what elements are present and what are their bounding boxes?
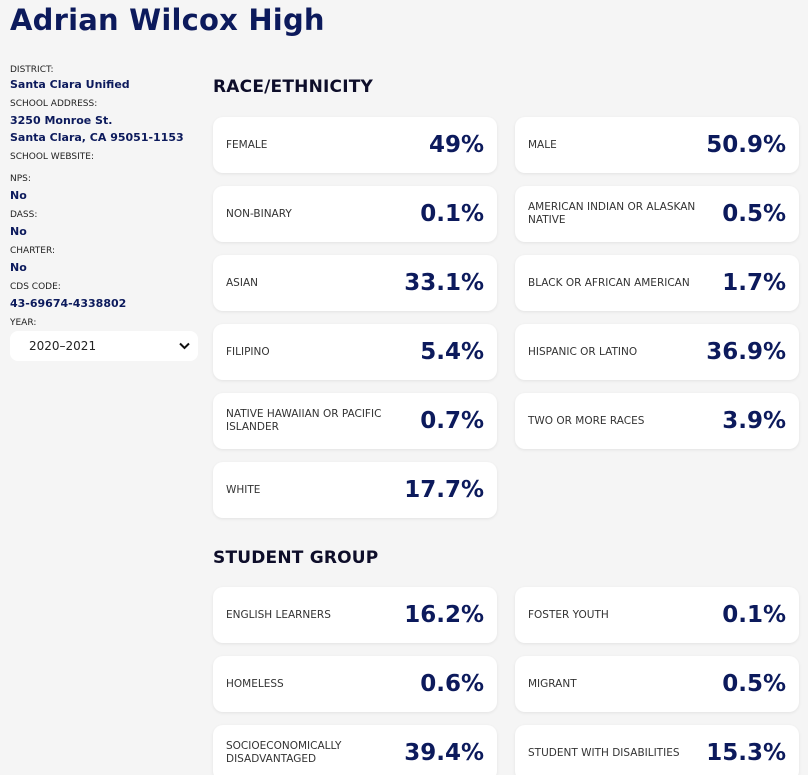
stat-card: MIGRANT 0.5% [515,656,799,712]
address-label: SCHOOL ADDRESS: [10,99,98,109]
stat-value: 0.5% [722,201,786,227]
page-title: Adrian Wilcox High [10,3,325,37]
stat-label: FEMALE [226,138,268,151]
school-info-sidebar: DISTRICT: Santa Clara Unified SCHOOL ADD… [10,64,198,361]
stat-card: HOMELESS 0.6% [213,656,497,712]
stat-value: 3.9% [722,408,786,434]
district-label: DISTRICT: [10,65,54,75]
stat-value: 1.7% [722,270,786,296]
nps-value: No [10,189,27,202]
address-line2: Santa Clara, CA 95051-1153 [10,131,184,144]
chevron-down-icon [179,339,190,353]
stat-card: ENGLISH LEARNERS 16.2% [213,587,497,643]
stat-label: WHITE [226,483,261,496]
student-group-heading: STUDENT GROUP [213,548,379,568]
stat-card: FILIPINO 5.4% [213,324,497,380]
stat-value: 17.7% [404,477,484,503]
stat-label: ASIAN [226,276,258,289]
stat-value: 0.6% [420,671,484,697]
stat-label: ENGLISH LEARNERS [226,608,331,621]
stat-card: FOSTER YOUTH 0.1% [515,587,799,643]
website-label: SCHOOL WEBSITE: [10,152,94,162]
stat-value: 36.9% [706,339,786,365]
stat-card: STUDENT WITH DISABILITIES 15.3% [515,725,799,775]
stat-value: 16.2% [404,602,484,628]
stat-value: 50.9% [706,132,786,158]
stat-card: AMERICAN INDIAN OR ALASKAN NATIVE 0.5% [515,186,799,242]
stat-label: NON-BINARY [226,207,292,220]
stat-label: MIGRANT [528,677,577,690]
nps-label: NPS: [10,174,31,184]
stat-value: 39.4% [404,740,484,766]
stat-label: AMERICAN INDIAN OR ALASKAN NATIVE [528,201,696,226]
cds-code-value: 43-69674-4338802 [10,297,127,310]
stat-card: NON-BINARY 0.1% [213,186,497,242]
stat-label: HOMELESS [226,677,284,690]
stat-card: MALE 50.9% [515,117,799,173]
stat-value: 0.5% [722,671,786,697]
district-value: Santa Clara Unified [10,78,130,91]
cds-code-label: CDS CODE: [10,282,61,292]
stat-value: 0.1% [722,602,786,628]
stat-card: SOCIOECONOMICALLY DISADVANTAGED 39.4% [213,725,497,775]
stat-card: NATIVE HAWAIIAN OR PACIFIC ISLANDER 0.7% [213,393,497,449]
stat-label: BLACK OR AFRICAN AMERICAN [528,276,690,289]
stat-label: FOSTER YOUTH [528,608,609,621]
race-ethnicity-heading: RACE/ETHNICITY [213,77,374,97]
stat-card: TWO OR MORE RACES 3.9% [515,393,799,449]
stat-card: HISPANIC OR LATINO 36.9% [515,324,799,380]
year-label: YEAR: [10,318,37,328]
stat-value: 15.3% [706,740,786,766]
charter-label: CHARTER: [10,246,55,256]
stat-value: 33.1% [404,270,484,296]
address-line1: 3250 Monroe St. [10,114,113,127]
stat-label: NATIVE HAWAIIAN OR PACIFIC ISLANDER [226,408,382,433]
stat-label: HISPANIC OR LATINO [528,345,638,358]
stat-label: MALE [528,138,557,151]
charter-value: No [10,261,27,274]
year-select[interactable]: 2020–2021 [10,331,198,361]
stat-value: 0.1% [420,201,484,227]
stat-label: SOCIOECONOMICALLY DISADVANTAGED [226,740,342,765]
stat-card: BLACK OR AFRICAN AMERICAN 1.7% [515,255,799,311]
stat-label: STUDENT WITH DISABILITIES [528,746,680,759]
stat-value: 49% [428,132,484,158]
dass-value: No [10,225,27,238]
dass-label: DASS: [10,210,38,220]
stat-value: 0.7% [420,408,484,434]
year-select-value: 2020–2021 [29,339,97,353]
stat-card: WHITE 17.7% [213,462,497,518]
stat-label: TWO OR MORE RACES [528,414,645,427]
stat-value: 5.4% [420,339,484,365]
stat-card: FEMALE 49% [213,117,497,173]
stat-card: ASIAN 33.1% [213,255,497,311]
stat-label: FILIPINO [226,345,270,358]
